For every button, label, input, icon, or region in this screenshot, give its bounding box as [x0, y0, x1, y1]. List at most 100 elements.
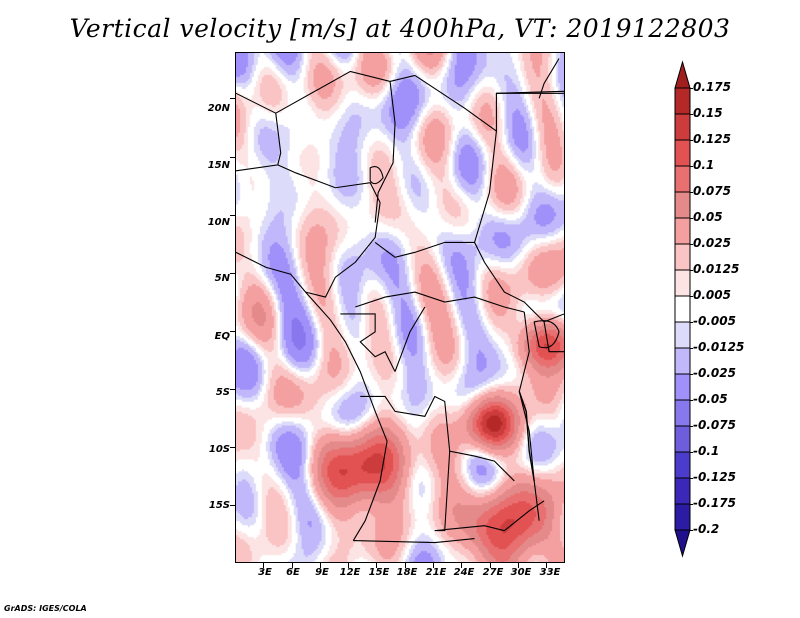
y-tick-mark — [230, 389, 235, 390]
x-tick-mark — [518, 563, 519, 568]
chart-title: Vertical velocity [m/s] at 400hPa, VT: 2… — [69, 14, 731, 43]
y-tick-mark — [230, 215, 235, 216]
colorbar-tick — [690, 218, 693, 219]
border-uganda-kenya — [543, 321, 564, 353]
colorbar — [674, 60, 691, 558]
colorbar-segment — [674, 87, 691, 115]
border-east-africa — [518, 311, 540, 521]
colorbar-tick — [690, 374, 693, 375]
colorbar-tick — [690, 426, 693, 427]
colorbar-label: 0.175 — [693, 80, 731, 94]
border-coast-west-africa — [236, 251, 388, 442]
colorbar-label: -0.125 — [693, 470, 736, 484]
x-tick-mark — [320, 563, 321, 568]
border-niger-mali — [236, 113, 282, 172]
border-drc-angola — [360, 395, 515, 482]
colorbar-label: 0.075 — [693, 184, 731, 198]
colorbar-label: 0.0125 — [693, 262, 740, 276]
x-tick-label: 12E — [339, 567, 361, 578]
colorbar-label: -0.0125 — [693, 340, 745, 354]
colorbar-segment — [674, 269, 691, 297]
y-tick-label: 20N — [207, 103, 230, 114]
border-algeria-niger — [236, 70, 416, 114]
colorbar-label: 0.005 — [693, 288, 731, 302]
border-zambia-south — [434, 500, 545, 532]
x-tick-label: 15E — [368, 567, 390, 578]
colorbar-tick — [690, 400, 693, 401]
x-tick-mark — [348, 563, 349, 568]
colorbar-label: -0.175 — [693, 496, 736, 510]
colorbar-extend-max — [674, 60, 691, 89]
x-tick-label: 3E — [258, 567, 272, 578]
border-libya-chad — [414, 74, 564, 133]
colorbar-extend-min — [674, 529, 691, 558]
colorbar-tick — [690, 322, 693, 323]
colorbar-segment — [674, 321, 691, 349]
colorbar-tick — [690, 452, 693, 453]
colorbar-segment — [674, 295, 691, 323]
y-tick-label: 5N — [214, 273, 230, 284]
colorbar-tick — [690, 140, 693, 141]
colorbar-segment — [674, 503, 691, 531]
border-nigeria-cameroon — [305, 202, 381, 298]
y-tick-label: 10N — [207, 217, 230, 228]
colorbar-tick — [690, 348, 693, 349]
colorbar-tick — [690, 244, 693, 245]
x-tick-label: 30E — [510, 567, 532, 578]
x-tick-label: 6E — [286, 567, 300, 578]
colorbar-tick — [690, 114, 693, 115]
colorbar-segment — [674, 113, 691, 141]
colorbar-segment — [674, 477, 691, 505]
colorbar-tick — [690, 166, 693, 167]
colorbar-segment — [674, 165, 691, 193]
colorbar-segment — [674, 347, 691, 375]
colorbar-label: 0.125 — [693, 132, 731, 146]
border-congo-drc — [394, 306, 426, 372]
grads-credit: GrADS: IGES/COLA — [4, 604, 87, 613]
colorbar-label: -0.075 — [693, 418, 736, 432]
y-tick-mark — [230, 331, 235, 332]
border-angola-zambia — [434, 451, 451, 532]
x-tick-label: 21E — [425, 567, 447, 578]
x-tick-label: 18E — [396, 567, 418, 578]
colorbar-segment — [674, 399, 691, 427]
border-cameroon-congo — [340, 313, 396, 372]
y-tick-label: EQ — [214, 331, 230, 342]
lake-victoria — [533, 320, 560, 349]
vertical-velocity-field — [236, 53, 564, 562]
colorbar-segment — [674, 451, 691, 479]
lake-chad — [369, 166, 384, 185]
x-tick-mark — [376, 563, 377, 568]
border-niger-chad — [374, 81, 396, 223]
colorbar-segment — [674, 191, 691, 219]
border-angola-namibia — [353, 538, 475, 544]
y-tick-mark — [230, 273, 235, 274]
x-tick-mark — [292, 563, 293, 568]
x-tick-mark — [405, 563, 406, 568]
colorbar-tick — [690, 478, 693, 479]
border-car-drc — [355, 291, 525, 313]
colorbar-tick — [690, 192, 693, 193]
y-tick-mark — [230, 98, 235, 99]
colorbar-label: -0.025 — [693, 366, 736, 380]
border-angola-coast — [352, 441, 388, 541]
map-plot-area — [235, 52, 565, 563]
colorbar-label: -0.2 — [693, 522, 720, 536]
y-tick-label: 15N — [207, 160, 230, 171]
x-tick-mark — [490, 563, 491, 568]
x-tick-mark — [461, 563, 462, 568]
x-tick-label: 24E — [453, 567, 475, 578]
x-tick-mark — [433, 563, 434, 568]
colorbar-label: -0.05 — [693, 392, 728, 406]
lake-tanganyika — [518, 391, 535, 482]
colorbar-label: 0.1 — [693, 158, 715, 172]
colorbar-segment — [674, 425, 691, 453]
colorbar-tick — [690, 88, 693, 89]
x-tick-label: 27E — [482, 567, 504, 578]
border-niger-nigeria — [277, 164, 381, 203]
colorbar-tick — [690, 530, 693, 531]
coast-east — [538, 58, 560, 99]
colorbar-segment — [674, 243, 691, 271]
colorbar-tick — [690, 296, 693, 297]
y-tick-mark — [230, 157, 235, 158]
